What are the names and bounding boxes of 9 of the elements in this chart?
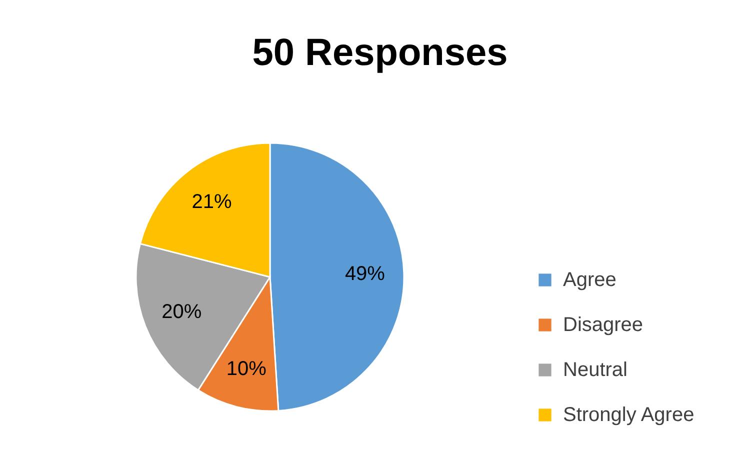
data-label: 21% bbox=[192, 190, 232, 213]
legend-label: Disagree bbox=[563, 314, 644, 336]
data-label: 20% bbox=[162, 300, 202, 323]
data-label: 49% bbox=[344, 263, 386, 286]
chart-title: 50 Responses bbox=[252, 32, 508, 74]
data-label: 10% bbox=[226, 358, 267, 380]
legend-label: Strongly Agree bbox=[563, 404, 694, 426]
legend-label: Agree bbox=[563, 269, 616, 291]
legend-label: Neutral bbox=[563, 359, 628, 381]
